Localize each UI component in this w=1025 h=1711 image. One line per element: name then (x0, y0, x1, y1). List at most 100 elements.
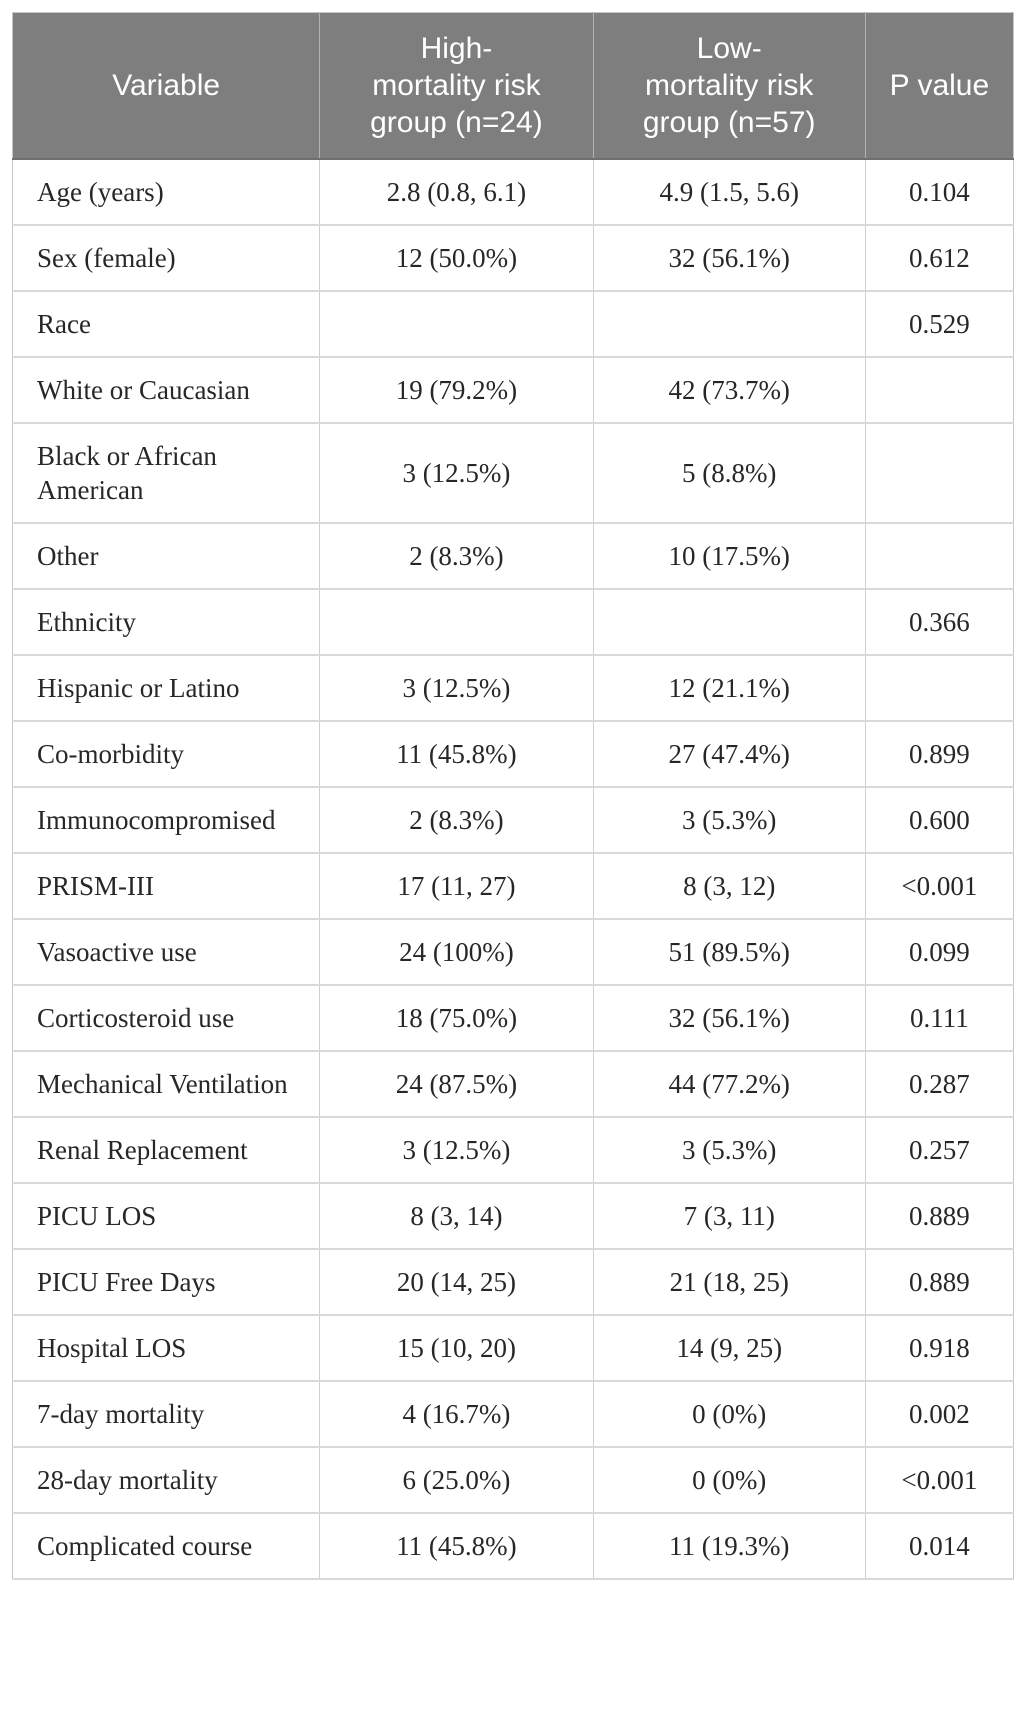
low-cell: 21 (18, 25) (593, 1248, 866, 1316)
table-row: PICU Free Days 20 (14, 25) 21 (18, 25) 0.88… (12, 1248, 1014, 1316)
variable-cell: PICU Free Days (12, 1248, 321, 1316)
low-cell: 3 (5.3%) (593, 786, 866, 854)
low-cell (593, 588, 866, 656)
variable-cell: Co-morbidity (12, 720, 321, 788)
table-row: PICU LOS 8 (3, 14) 7 (3, 11) 0.889 (12, 1182, 1014, 1250)
low-cell: 44 (77.2%) (593, 1050, 866, 1118)
high-cell: 3 (12.5%) (319, 422, 594, 524)
p-cell: 0.889 (865, 1248, 1014, 1316)
high-cell: 11 (45.8%) (319, 1512, 594, 1580)
variable-cell: 28-day mortality (12, 1446, 321, 1514)
low-cell: 10 (17.5%) (593, 522, 866, 590)
table-row: Immunocompromised 2 (8.3%) 3 (5.3%) 0.600 (12, 786, 1014, 854)
high-cell: 18 (75.0%) (319, 984, 594, 1052)
p-cell: 0.918 (865, 1314, 1014, 1382)
variable-cell: PICU LOS (12, 1182, 321, 1250)
high-cell: 4 (16.7%) (319, 1380, 594, 1448)
high-cell: 11 (45.8%) (319, 720, 594, 788)
high-cell: 8 (3, 14) (319, 1182, 594, 1250)
table-row: Other 2 (8.3%) 10 (17.5%) (12, 522, 1014, 590)
table-row: Renal Replacement 3 (12.5%) 3 (5.3%) 0.257 (12, 1116, 1014, 1184)
p-cell: 0.257 (865, 1116, 1014, 1184)
table-row: Corticosteroid use 18 (75.0%) 32 (56.1%) 0.… (12, 984, 1014, 1052)
variable-cell: Renal Replacement (12, 1116, 321, 1184)
high-cell: 15 (10, 20) (319, 1314, 594, 1382)
variable-cell: Black or African American (12, 422, 321, 524)
variable-cell: Mechanical Ventilation (12, 1050, 321, 1118)
low-cell: 5 (8.8%) (593, 422, 866, 524)
low-cell: 11 (19.3%) (593, 1512, 866, 1580)
p-cell: 0.889 (865, 1182, 1014, 1250)
variable-cell: Other (12, 522, 321, 590)
low-cell: 42 (73.7%) (593, 356, 866, 424)
low-cell: 27 (47.4%) (593, 720, 866, 788)
table-row: Ethnicity 0.366 (12, 588, 1014, 656)
p-cell: 0.600 (865, 786, 1014, 854)
low-cell: 0 (0%) (593, 1380, 866, 1448)
p-cell: <0.001 (865, 1446, 1014, 1514)
table-row: Black or African American 3 (12.5%) 5 (8.8… (12, 422, 1014, 524)
column-header-high-mortality-group: High- mortality risk group (n=24) (319, 12, 594, 160)
high-cell: 20 (14, 25) (319, 1248, 594, 1316)
table-row: Hospital LOS 15 (10, 20) 14 (9, 25) 0.918 (12, 1314, 1014, 1382)
low-cell: 8 (3, 12) (593, 852, 866, 920)
variable-cell: 7-day mortality (12, 1380, 321, 1448)
p-cell: 0.899 (865, 720, 1014, 788)
column-header-p-value: P value (864, 12, 1014, 160)
variable-cell: Complicated course (12, 1512, 321, 1580)
p-cell (865, 654, 1014, 722)
variable-cell: Age (years) (12, 158, 321, 226)
high-cell: 6 (25.0%) (319, 1446, 594, 1514)
p-cell: 0.287 (865, 1050, 1014, 1118)
table-body: Age (years) 2.8 (0.8, 6.1) 4.9 (1.5, 5.6) 0… (12, 158, 1014, 1580)
variable-cell: PRISM-III (12, 852, 321, 920)
p-cell: <0.001 (865, 852, 1014, 920)
p-cell: 0.002 (865, 1380, 1014, 1448)
low-cell: 12 (21.1%) (593, 654, 866, 722)
table-row: Hispanic or Latino 3 (12.5%) 12 (21.1%) (12, 654, 1014, 722)
low-cell: 32 (56.1%) (593, 984, 866, 1052)
table-row: Vasoactive use 24 (100%) 51 (89.5%) 0.099 (12, 918, 1014, 986)
table-row: Race 0.529 (12, 290, 1014, 358)
high-cell (319, 290, 594, 358)
table-row: PRISM-III 17 (11, 27) 8 (3, 12) <0.001 (12, 852, 1014, 920)
column-header-variable: Variable (12, 12, 320, 160)
low-cell: 4.9 (1.5, 5.6) (593, 158, 866, 226)
low-cell: 0 (0%) (593, 1446, 866, 1514)
table-row: 7-day mortality 4 (16.7%) 0 (0%) 0.002 (12, 1380, 1014, 1448)
header-row: Variable High- mortality risk group (n=2… (12, 12, 1014, 160)
variable-cell: Hispanic or Latino (12, 654, 321, 722)
variable-cell: White or Caucasian (12, 356, 321, 424)
table-row: Sex (female) 12 (50.0%) 32 (56.1%) 0.612 (12, 224, 1014, 292)
p-cell: 0.104 (865, 158, 1014, 226)
table-row: Co-morbidity 11 (45.8%) 27 (47.4%) 0.899 (12, 720, 1014, 788)
table-row: Mechanical Ventilation 24 (87.5%) 44 (77.2… (12, 1050, 1014, 1118)
p-cell: 0.111 (865, 984, 1014, 1052)
high-cell: 2 (8.3%) (319, 786, 594, 854)
table-row: Complicated course 11 (45.8%) 11 (19.3%) 0.… (12, 1512, 1014, 1580)
variable-cell: Race (12, 290, 321, 358)
low-cell: 32 (56.1%) (593, 224, 866, 292)
high-cell: 17 (11, 27) (319, 852, 594, 920)
variable-cell: Vasoactive use (12, 918, 321, 986)
variable-cell: Hospital LOS (12, 1314, 321, 1382)
high-cell (319, 588, 594, 656)
high-cell: 19 (79.2%) (319, 356, 594, 424)
p-cell (865, 522, 1014, 590)
p-cell (865, 356, 1014, 424)
low-cell: 51 (89.5%) (593, 918, 866, 986)
low-cell: 7 (3, 11) (593, 1182, 866, 1250)
table-row: White or Caucasian 19 (79.2%) 42 (73.7%) (12, 356, 1014, 424)
high-cell: 2.8 (0.8, 6.1) (319, 158, 594, 226)
p-cell: 0.014 (865, 1512, 1014, 1580)
variable-cell: Sex (female) (12, 224, 321, 292)
low-cell: 3 (5.3%) (593, 1116, 866, 1184)
p-cell (865, 422, 1014, 524)
p-cell: 0.099 (865, 918, 1014, 986)
high-cell: 3 (12.5%) (319, 654, 594, 722)
p-cell: 0.612 (865, 224, 1014, 292)
variable-cell: Ethnicity (12, 588, 321, 656)
high-cell: 2 (8.3%) (319, 522, 594, 590)
p-cell: 0.529 (865, 290, 1014, 358)
column-header-low-mortality-group: Low- mortality risk group (n=57) (592, 12, 866, 160)
